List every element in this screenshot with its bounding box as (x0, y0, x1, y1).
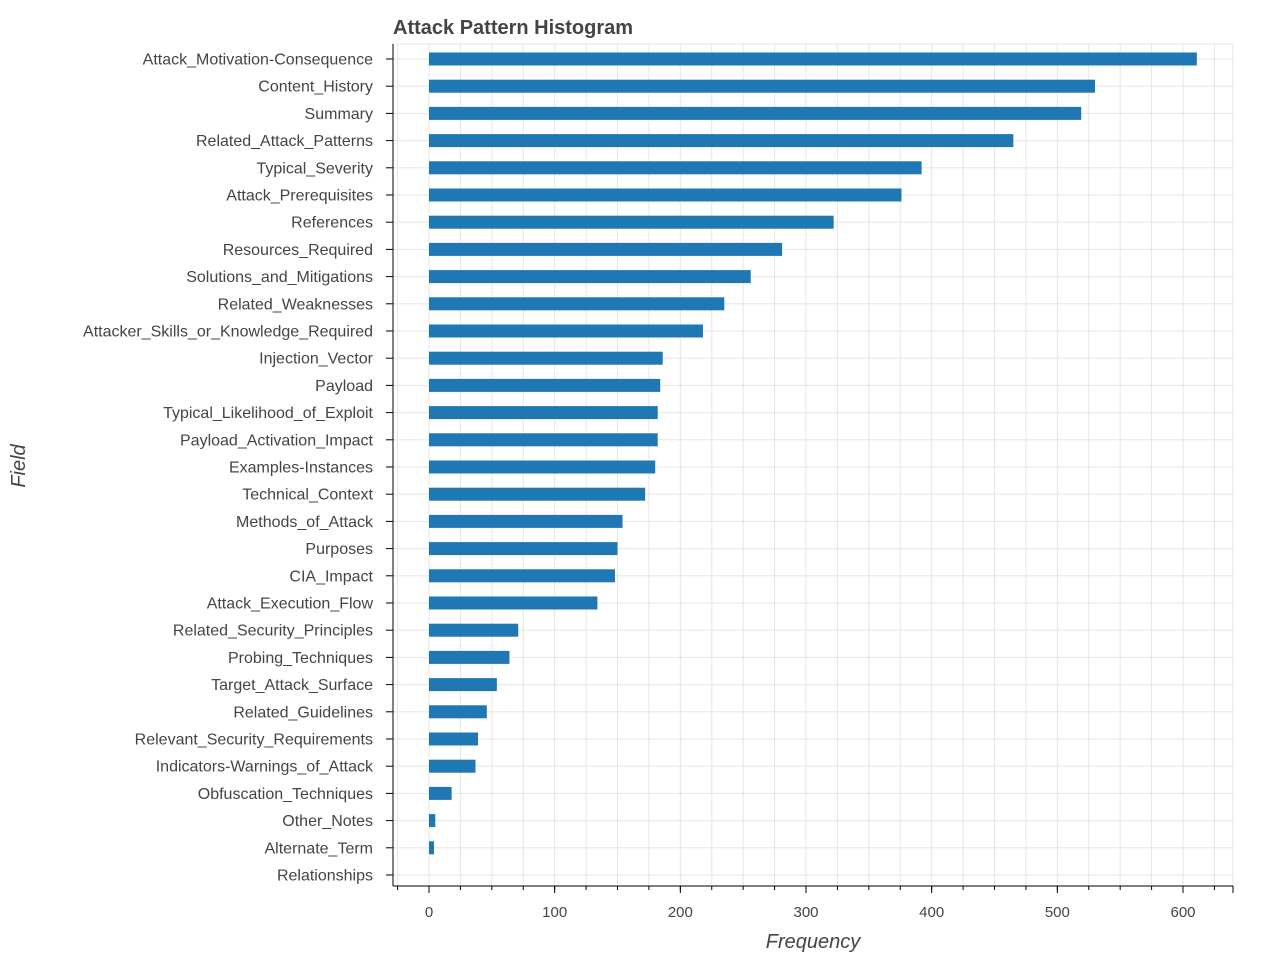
y-tick-label: Relevant_Security_Requirements (135, 732, 373, 749)
y-tick-label: Resources_Required (223, 242, 373, 259)
y-tick-label: Alternate_Term (265, 840, 374, 857)
bar-related-weaknesses (429, 297, 725, 311)
bar-target-attack-surface (429, 678, 497, 692)
bar-related-security-principles (429, 623, 519, 637)
bar-payload-activation-impact (429, 433, 658, 447)
grid-layer (393, 43, 1234, 886)
y-tick-label: Examples-Instances (229, 460, 373, 477)
y-tick-label: Related_Attack_Patterns (196, 133, 373, 150)
bar-related-attack-patterns (429, 134, 1014, 148)
bar-obfuscation-techniques (429, 786, 452, 800)
bar-related-guidelines (429, 705, 487, 719)
bar-solutions-and-mitigations (429, 270, 751, 284)
y-tick-label: Attack_Motivation-Consequence (143, 52, 373, 69)
bar-resources-required (429, 242, 783, 256)
y-tick-label: Injection_Vector (259, 351, 374, 368)
bar-purposes (429, 542, 618, 556)
bar-indicators-warnings-of-attack (429, 759, 476, 773)
chart-title: Attack Pattern Histogram (393, 17, 633, 39)
y-tick-label: Solutions_and_Mitigations (186, 269, 373, 286)
bar-cia-impact (429, 569, 615, 583)
y-tick-label: Content_History (258, 79, 373, 96)
bar-other-notes (429, 814, 436, 828)
bar-references (429, 215, 834, 229)
y-tick-label: Related_Weaknesses (218, 296, 373, 313)
bar-alternate-term (429, 841, 435, 855)
bar-attack-motivation-consequence (429, 52, 1197, 66)
bar-examples-instances (429, 460, 656, 474)
y-tick-label: Indicators-Warnings_of_Attack (156, 759, 374, 776)
bar-typical-severity (429, 161, 922, 175)
y-tick-label: Attack_Execution_Flow (207, 596, 374, 613)
x-tick-label: 100 (542, 904, 567, 921)
y-tick-label: Target_Attack_Surface (211, 677, 373, 694)
y-tick-label: Obfuscation_Techniques (198, 786, 373, 803)
y-axis-label: Field (8, 443, 30, 487)
y-tick-label: Methods_of_Attack (236, 514, 374, 531)
y-tick-label: References (291, 215, 373, 232)
axis-layer: Attack_Motivation-Consequence Content_His… (83, 44, 1234, 921)
y-tick-label: Technical_Context (242, 487, 373, 504)
y-tick-label: Typical_Likelihood_of_Exploit (163, 405, 373, 422)
y-tick-label: CIA_Impact (289, 568, 373, 585)
y-tick-label: Payload_Activation_Impact (180, 432, 374, 449)
bar-attack-execution-flow (429, 596, 598, 610)
bar-attack-prerequisites (429, 188, 902, 202)
y-tick-label: Related_Guidelines (233, 704, 373, 721)
y-tick-label: Other_Notes (282, 813, 373, 830)
bar-technical-context (429, 487, 646, 501)
x-tick-label: 300 (793, 904, 818, 921)
y-tick-label: Payload (315, 378, 373, 395)
x-axis-label: Frequency (766, 931, 861, 953)
bar-layer (429, 52, 1197, 855)
y-tick-label: Summary (305, 106, 373, 123)
x-tick-label: 400 (919, 904, 944, 921)
bar-methods-of-attack (429, 514, 623, 528)
y-tick-label: Related_Security_Principles (173, 623, 373, 640)
x-tick-label: 600 (1170, 904, 1195, 921)
bar-typical-likelihood-of-exploit (429, 406, 658, 420)
bar-probing-techniques (429, 650, 510, 664)
bar-payload (429, 378, 661, 392)
y-tick-label: Relationships (277, 868, 373, 885)
x-tick-label: 200 (668, 904, 693, 921)
bar-injection-vector (429, 351, 663, 365)
bar-summary (429, 106, 1082, 120)
y-tick-label: Typical_Severity (257, 160, 374, 177)
bar-relevant-security-requirements (429, 732, 479, 746)
x-tick-label: 500 (1045, 904, 1070, 921)
y-tick-label: Attack_Prerequisites (226, 188, 373, 205)
y-tick-label: Probing_Techniques (228, 650, 373, 667)
x-tick-label: 0 (425, 904, 433, 921)
bar-attacker-skills-or-knowledge-required (429, 324, 703, 338)
y-tick-label: Purposes (305, 541, 373, 558)
y-tick-label: Attacker_Skills_or_Knowledge_Required (83, 324, 373, 341)
bar-content-history (429, 79, 1096, 93)
